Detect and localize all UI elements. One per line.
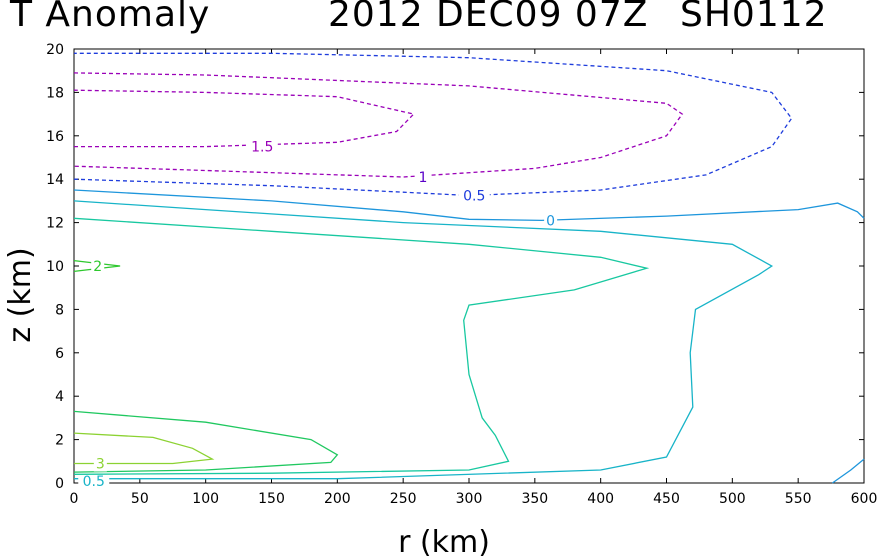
y-tick-label: 8 (55, 302, 64, 318)
contour-label-gap (93, 455, 107, 472)
contour-line (832, 458, 865, 484)
x-tick-label: 50 (131, 491, 149, 507)
contour-line (73, 259, 121, 273)
chart-title-datetime: 2012 DEC09 07Z (328, 0, 649, 35)
contour-label-gap (544, 212, 558, 229)
contour-label: 0.5 (83, 474, 105, 490)
x-tick-label: 450 (653, 491, 680, 507)
contour-line (73, 189, 865, 222)
x-tick-label: 500 (719, 491, 746, 507)
x-tick-label: 200 (324, 491, 351, 507)
contour-label-gap (458, 187, 490, 204)
contour-label: 1 (418, 170, 427, 186)
contour-label: 0.5 (463, 188, 485, 204)
chart-title-variable: T Anomaly (10, 0, 211, 35)
y-axis-title: z (km) (3, 247, 38, 342)
y-tick-label: 14 (46, 172, 64, 188)
plot-frame (73, 48, 865, 484)
x-tick-label: 550 (785, 491, 812, 507)
contour-line (73, 89, 415, 148)
chart-title-storm-id: SH0112 (680, 0, 828, 35)
contour-line (73, 432, 215, 465)
x-axis: 0 50 100 150 200 250 300 350 400 450 500 550 600 (70, 49, 878, 507)
y-tick-label: 2 (55, 433, 64, 449)
y-tick-label: 0 (55, 476, 64, 492)
x-tick-label: 150 (258, 491, 285, 507)
x-tick-label: 350 (521, 491, 548, 507)
x-tick-label: 400 (587, 491, 614, 507)
y-tick-label: 16 (46, 129, 64, 145)
contour-line (73, 72, 684, 178)
x-tick-label: 250 (390, 491, 417, 507)
y-tick-label: 10 (46, 259, 64, 275)
contour-label: 1.5 (251, 140, 273, 156)
x-tick-label: 100 (192, 491, 219, 507)
x-tick-label: 0 (70, 491, 79, 507)
contour-line (73, 410, 339, 473)
x-tick-label: 300 (456, 491, 483, 507)
x-axis-title: r (km) (398, 525, 490, 558)
contour-label-gap (416, 169, 430, 186)
contour-line (73, 217, 650, 475)
y-tick-label: 20 (46, 42, 64, 58)
contour-label: 0 (546, 213, 555, 229)
y-tick-label: 12 (46, 216, 64, 232)
contour-line (73, 52, 793, 197)
y-tick-label: 6 (55, 346, 64, 362)
contour-label-gap (78, 472, 110, 489)
contour-label-gap (246, 138, 278, 155)
contour-label: 2 (93, 259, 102, 275)
contour-line (73, 200, 774, 480)
y-tick-label: 18 (46, 85, 64, 101)
contour-label-gap (91, 258, 105, 274)
x-tick-label: 600 (851, 491, 878, 507)
y-tick-label: 4 (55, 389, 64, 405)
contour-lines: 1.5 1 0.5 0 0.5 2 3 (73, 52, 865, 490)
contour-label: 3 (96, 456, 105, 472)
